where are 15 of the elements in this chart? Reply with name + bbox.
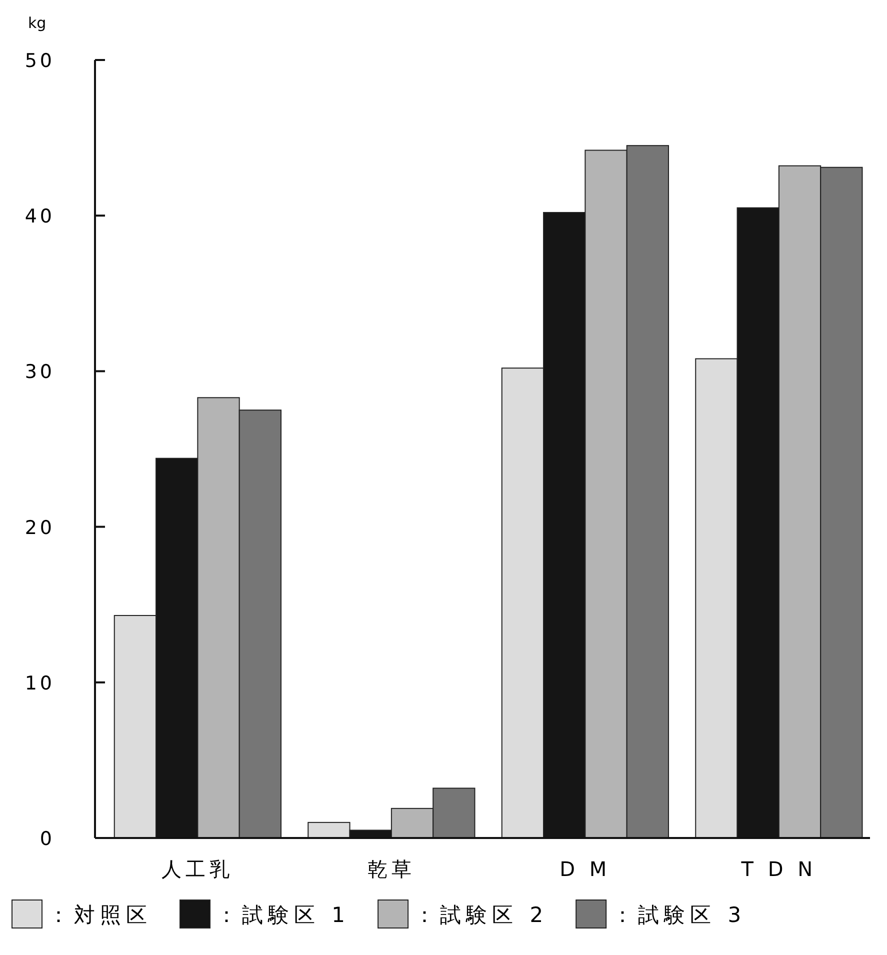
y-tick-label: 0 [40,828,55,850]
y-tick-label: 10 [24,672,55,694]
legend-label: ：試験区 3 [612,903,746,927]
x-tick-label: D M [560,857,611,881]
x-tick-label: 乾草 [367,857,416,881]
legend-label: ：試験区 2 [414,903,548,927]
y-tick-label: 40 [24,206,55,228]
y-tick-label: 50 [24,50,55,72]
x-tick-label: T D N [740,857,817,881]
legend-label: ：対照区 [48,903,152,927]
y-tick-label: 20 [24,516,55,539]
y-tick-label: 30 [24,361,55,384]
y-axis-title: kg [28,14,46,32]
x-tick-label: 人工乳 [162,857,234,881]
legend-label: ：試験区 1 [216,903,350,927]
